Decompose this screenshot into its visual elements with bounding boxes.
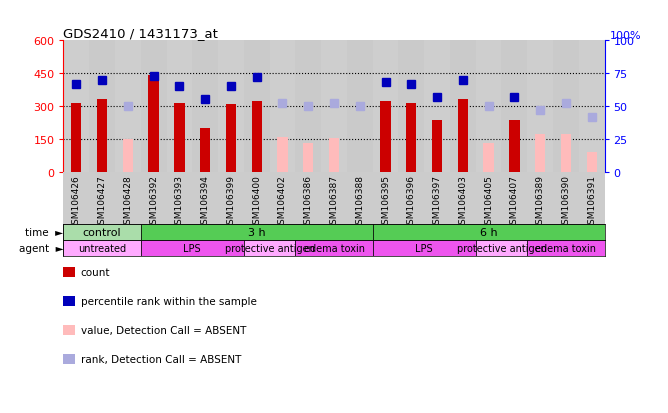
Bar — [578, 41, 605, 172]
Bar — [192, 41, 218, 172]
Text: control: control — [83, 228, 122, 237]
Bar — [398, 41, 424, 172]
Text: LPS: LPS — [415, 243, 433, 253]
Text: GSM106388: GSM106388 — [355, 175, 364, 230]
Text: GSM106393: GSM106393 — [175, 175, 184, 230]
Bar — [63, 41, 90, 172]
Bar — [424, 41, 450, 172]
Text: 6 h: 6 h — [480, 228, 498, 237]
Bar — [244, 41, 270, 172]
Bar — [218, 41, 244, 172]
Text: GSM106428: GSM106428 — [124, 175, 132, 230]
Text: GSM106397: GSM106397 — [433, 175, 442, 230]
Text: GSM106394: GSM106394 — [200, 175, 210, 230]
Bar — [123, 140, 133, 172]
Text: GSM106426: GSM106426 — [72, 175, 81, 230]
Text: edema toxin: edema toxin — [303, 243, 365, 253]
Bar — [97, 100, 108, 172]
Bar — [148, 76, 159, 172]
Text: GSM106405: GSM106405 — [484, 175, 493, 230]
Bar — [380, 101, 391, 172]
Bar — [63, 240, 141, 256]
Bar — [329, 138, 339, 172]
Bar — [200, 128, 210, 172]
Bar — [295, 41, 321, 172]
Bar — [303, 144, 313, 172]
Text: 3 h: 3 h — [248, 228, 265, 237]
Bar — [226, 104, 236, 172]
Text: GSM106403: GSM106403 — [458, 175, 468, 230]
Text: rank, Detection Call = ABSENT: rank, Detection Call = ABSENT — [81, 354, 241, 364]
Bar — [373, 41, 398, 172]
Text: GSM106427: GSM106427 — [98, 175, 107, 230]
Bar — [432, 121, 442, 172]
Text: GSM106400: GSM106400 — [253, 175, 261, 230]
Text: time  ►: time ► — [25, 228, 63, 237]
Bar — [476, 41, 502, 172]
Text: GDS2410 / 1431173_at: GDS2410 / 1431173_at — [63, 27, 218, 40]
Bar — [587, 153, 597, 172]
Bar — [373, 240, 476, 256]
Bar — [458, 100, 468, 172]
Text: GSM106396: GSM106396 — [407, 175, 415, 230]
Bar — [560, 135, 571, 172]
Bar — [71, 104, 81, 172]
Bar — [535, 135, 545, 172]
Text: untreated: untreated — [78, 243, 126, 253]
Text: value, Detection Call = ABSENT: value, Detection Call = ABSENT — [81, 325, 246, 335]
Text: GSM106407: GSM106407 — [510, 175, 519, 230]
Bar — [347, 41, 373, 172]
Bar — [244, 240, 295, 256]
Text: protective antigen: protective antigen — [224, 243, 315, 253]
Bar — [166, 41, 192, 172]
Bar — [527, 240, 605, 256]
Text: GSM106392: GSM106392 — [149, 175, 158, 230]
Bar — [90, 41, 115, 172]
Bar — [63, 225, 141, 240]
Text: protective antigen: protective antigen — [456, 243, 546, 253]
Bar — [553, 41, 578, 172]
Text: percentile rank within the sample: percentile rank within the sample — [81, 297, 257, 306]
Text: agent  ►: agent ► — [19, 243, 63, 253]
Text: GSM106391: GSM106391 — [587, 175, 596, 230]
Bar — [321, 41, 347, 172]
Bar — [174, 104, 184, 172]
Bar — [509, 121, 520, 172]
Bar — [141, 225, 373, 240]
Bar — [270, 41, 295, 172]
Text: GSM106402: GSM106402 — [278, 175, 287, 230]
Bar — [252, 101, 262, 172]
Text: GSM106386: GSM106386 — [304, 175, 313, 230]
Bar — [277, 138, 288, 172]
Bar — [484, 144, 494, 172]
Text: GSM106399: GSM106399 — [226, 175, 235, 230]
Bar — [141, 41, 166, 172]
Text: count: count — [81, 268, 110, 278]
Bar — [373, 225, 605, 240]
Bar — [527, 41, 553, 172]
Text: 100%: 100% — [610, 31, 641, 41]
Text: GSM106387: GSM106387 — [329, 175, 339, 230]
Bar — [406, 104, 416, 172]
Bar — [115, 41, 141, 172]
Text: GSM106390: GSM106390 — [561, 175, 570, 230]
Bar — [476, 240, 527, 256]
Bar — [502, 41, 527, 172]
Text: GSM106395: GSM106395 — [381, 175, 390, 230]
Bar — [295, 240, 373, 256]
Bar — [141, 240, 244, 256]
Text: GSM106389: GSM106389 — [536, 175, 544, 230]
Text: edema toxin: edema toxin — [535, 243, 597, 253]
Bar — [450, 41, 476, 172]
Text: LPS: LPS — [184, 243, 201, 253]
